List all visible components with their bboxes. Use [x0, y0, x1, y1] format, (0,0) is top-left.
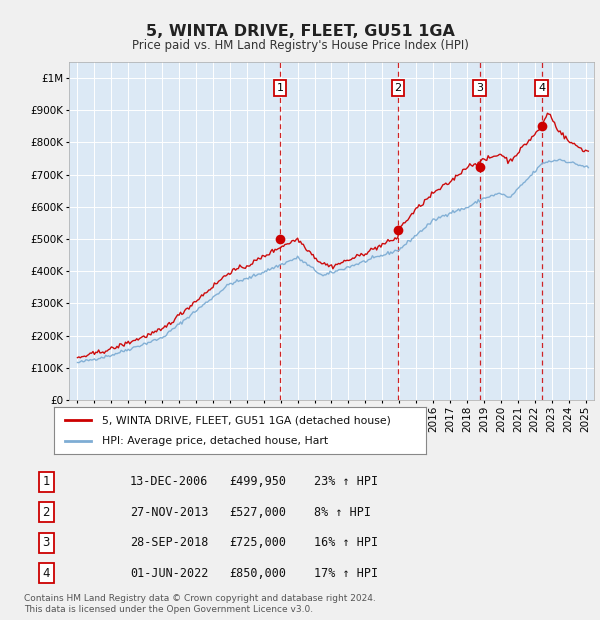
Text: Price paid vs. HM Land Registry's House Price Index (HPI): Price paid vs. HM Land Registry's House …	[131, 39, 469, 52]
Text: This data is licensed under the Open Government Licence v3.0.: This data is licensed under the Open Gov…	[24, 604, 313, 614]
Text: HPI: Average price, detached house, Hart: HPI: Average price, detached house, Hart	[103, 436, 328, 446]
Text: 8% ↑ HPI: 8% ↑ HPI	[314, 506, 371, 519]
Text: 27-NOV-2013: 27-NOV-2013	[130, 506, 208, 519]
Text: 1: 1	[43, 475, 50, 488]
Text: 3: 3	[43, 536, 50, 549]
Text: 2: 2	[394, 82, 401, 93]
Text: £527,000: £527,000	[229, 506, 286, 519]
Text: £850,000: £850,000	[229, 567, 286, 580]
Text: 4: 4	[538, 82, 545, 93]
Text: 01-JUN-2022: 01-JUN-2022	[130, 567, 208, 580]
Text: £725,000: £725,000	[229, 536, 286, 549]
Text: 23% ↑ HPI: 23% ↑ HPI	[314, 475, 378, 488]
Text: 17% ↑ HPI: 17% ↑ HPI	[314, 567, 378, 580]
Text: 16% ↑ HPI: 16% ↑ HPI	[314, 536, 378, 549]
Text: 5, WINTA DRIVE, FLEET, GU51 1GA: 5, WINTA DRIVE, FLEET, GU51 1GA	[146, 24, 454, 38]
Text: 3: 3	[476, 82, 483, 93]
Text: 28-SEP-2018: 28-SEP-2018	[130, 536, 208, 549]
Text: 13-DEC-2006: 13-DEC-2006	[130, 475, 208, 488]
Text: 4: 4	[43, 567, 50, 580]
Text: 2: 2	[43, 506, 50, 519]
Text: 1: 1	[277, 82, 284, 93]
Text: 5, WINTA DRIVE, FLEET, GU51 1GA (detached house): 5, WINTA DRIVE, FLEET, GU51 1GA (detache…	[103, 415, 391, 425]
Text: £499,950: £499,950	[229, 475, 286, 488]
Text: Contains HM Land Registry data © Crown copyright and database right 2024.: Contains HM Land Registry data © Crown c…	[24, 593, 376, 603]
